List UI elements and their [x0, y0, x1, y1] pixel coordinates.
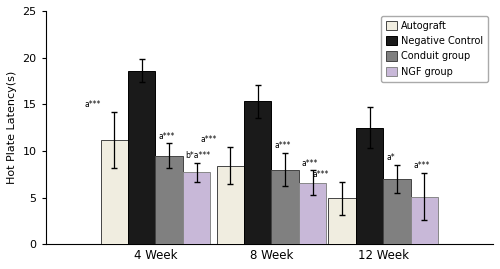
Bar [216, 166, 244, 244]
Text: a*: a* [386, 153, 394, 162]
Text: a***: a*** [200, 135, 216, 144]
Text: a***: a*** [84, 100, 100, 109]
Bar [244, 101, 272, 244]
Bar [411, 197, 438, 244]
Bar [356, 128, 384, 244]
Bar [100, 140, 128, 244]
Text: a***: a*** [302, 159, 318, 168]
Bar [328, 199, 356, 244]
Bar [156, 155, 183, 244]
Bar [272, 169, 299, 244]
Bar [183, 172, 210, 244]
Legend: Autograft, Negative Control, Conduit group, NGF group: Autograft, Negative Control, Conduit gro… [381, 16, 488, 82]
Text: a***: a*** [414, 161, 430, 171]
Bar [299, 183, 326, 244]
Bar [128, 71, 156, 244]
Text: a***: a*** [274, 141, 290, 150]
Y-axis label: Hot Plate Latency(s): Hot Plate Latency(s) [7, 71, 17, 184]
Text: a***: a*** [312, 170, 328, 179]
Text: b*a***: b*a*** [186, 151, 210, 160]
Text: a***: a*** [158, 132, 174, 141]
Bar [384, 179, 411, 244]
